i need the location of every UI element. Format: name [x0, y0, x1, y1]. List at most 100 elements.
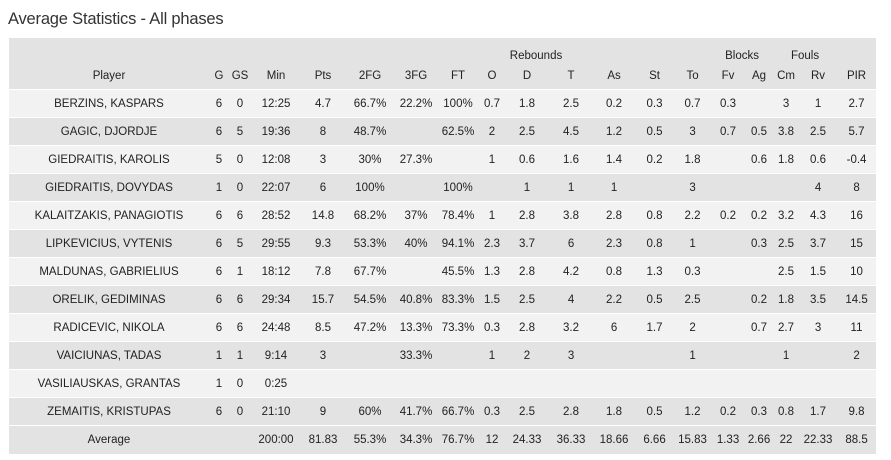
table-row: VASILIAUSKAS, GRANTAS 1 0 0:25: [9, 369, 877, 398]
stat-cell-ft: 83.3%: [437, 285, 479, 314]
stat-cell-min: 19:36: [251, 117, 301, 146]
stat-cell-t: 2.5: [549, 89, 594, 118]
stat-cell-as: 0.2: [593, 89, 636, 118]
stat-cell-rv: 2.5: [799, 117, 838, 146]
stat-cell-fv: 0.2: [711, 201, 746, 230]
stat-cell-to: 2.2: [674, 201, 712, 230]
column-header-ft[interactable]: FT: [437, 63, 479, 90]
column-header-fv[interactable]: Fv: [711, 63, 746, 90]
stat-cell-d: 3.7: [505, 229, 549, 258]
column-header-player[interactable]: Player: [9, 63, 209, 90]
player-name-cell[interactable]: KALAITZAKIS, PANAGIOTIS: [9, 201, 209, 230]
player-name-cell[interactable]: ZEMAITIS, KRISTUPAS: [9, 397, 209, 426]
stat-cell-d: 2.8: [505, 257, 549, 286]
column-header-3fg[interactable]: 3FG: [395, 63, 437, 90]
average-cell-ag: 2.66: [745, 425, 774, 454]
player-name-cell[interactable]: RADICEVIC, NIKOLA: [9, 313, 209, 342]
column-header-o[interactable]: O: [479, 63, 505, 90]
player-name-cell[interactable]: GIEDRAITIS, DOVYDAS: [9, 173, 209, 202]
stat-cell-2fg: 66.7%: [345, 89, 395, 118]
stat-cell-gs: 1: [229, 341, 251, 370]
stat-cell-g: 6: [209, 257, 229, 286]
stat-cell-t: [549, 369, 594, 398]
stat-cell-o: [479, 369, 505, 398]
column-header-as[interactable]: As: [593, 63, 636, 90]
stats-body: BERZINS, KASPARS 6 0 12:25 4.7 66.7% 22.2% 100%…: [9, 89, 877, 426]
average-cell-t: 36.33: [549, 425, 594, 454]
stat-cell-ft: [437, 145, 479, 174]
stat-cell-ag: 0.6: [745, 145, 774, 174]
column-header-pts[interactable]: Pts: [301, 63, 345, 90]
stat-cell-g: 6: [209, 285, 229, 314]
stat-cell-st: 1.3: [635, 257, 675, 286]
stat-cell-rv: [799, 369, 838, 398]
stat-cell-fv: 0.2: [711, 397, 746, 426]
column-header-min[interactable]: Min: [251, 63, 301, 90]
stat-cell-2fg: [345, 341, 395, 370]
stat-cell-ag: [745, 341, 774, 370]
stat-cell-fv: [711, 313, 746, 342]
column-header-d[interactable]: D: [505, 63, 549, 90]
stat-cell-cm: 0.8: [773, 397, 800, 426]
stat-cell-pts: 9.3: [301, 229, 345, 258]
stat-cell-ft: 73.3%: [437, 313, 479, 342]
stat-cell-3fg: 13.3%: [395, 313, 437, 342]
column-header-pir[interactable]: PIR: [837, 63, 877, 90]
player-name-cell[interactable]: MALDUNAS, GABRIELIUS: [9, 257, 209, 286]
column-header-gs[interactable]: GS: [229, 63, 251, 90]
average-cell-min: 200:00: [251, 425, 301, 454]
player-name-cell[interactable]: GAGIC, DJORDJE: [9, 117, 209, 146]
column-header-g[interactable]: G: [209, 63, 229, 90]
column-header-to[interactable]: To: [674, 63, 712, 90]
player-name-cell[interactable]: LIPKEVICIUS, VYTENIS: [9, 229, 209, 258]
average-cell-3fg: 34.3%: [395, 425, 437, 454]
column-header-ag[interactable]: Ag: [745, 63, 774, 90]
stat-cell-cm: [773, 369, 800, 398]
stat-cell-pir: 16: [837, 201, 877, 230]
stat-cell-ag: 0.3: [745, 229, 774, 258]
average-cell-ft: 76.7%: [437, 425, 479, 454]
player-name-cell[interactable]: ORELIK, GEDIMINAS: [9, 285, 209, 314]
stat-cell-o: 1: [479, 145, 505, 174]
column-header-row: Player G GS Min Pts 2FG 3FG FT O D T As St To Fv Ag Cm Rv…: [9, 63, 877, 90]
stat-cell-ag: 0.7: [745, 313, 774, 342]
stat-cell-rv: 4.3: [799, 201, 838, 230]
stat-cell-cm: 3.2: [773, 201, 800, 230]
table-row: GAGIC, DJORDJE 6 5 19:36 8 48.7% 62.5% 2 2.5 4.5 1…: [9, 117, 877, 146]
stat-cell-as: 1: [593, 173, 636, 202]
average-cell-cm: 22: [773, 425, 800, 454]
stat-cell-ag: 0.2: [745, 201, 774, 230]
player-name-cell[interactable]: BERZINS, KASPARS: [9, 89, 209, 118]
stat-cell-gs: 5: [229, 229, 251, 258]
column-header-cm[interactable]: Cm: [773, 63, 800, 90]
stat-cell-to: 2.5: [674, 285, 712, 314]
stat-cell-g: 6: [209, 397, 229, 426]
stat-cell-fv: [711, 229, 746, 258]
stat-cell-min: 9:14: [251, 341, 301, 370]
stat-cell-t: 1.6: [549, 145, 594, 174]
stat-cell-fv: [711, 145, 746, 174]
stat-cell-to: 2: [674, 313, 712, 342]
stat-cell-ft: 94.1%: [437, 229, 479, 258]
stat-cell-t: 3.8: [549, 201, 594, 230]
stat-cell-rv: 1.7: [799, 397, 838, 426]
player-name-cell[interactable]: GIEDRAITIS, KAROLIS: [9, 145, 209, 174]
stat-cell-as: [593, 369, 636, 398]
stat-cell-2fg: 67.7%: [345, 257, 395, 286]
header-group-spacer-3: [837, 38, 877, 63]
stat-cell-cm: 2.5: [773, 229, 800, 258]
stat-cell-3fg: 27.3%: [395, 145, 437, 174]
column-header-2fg[interactable]: 2FG: [345, 63, 395, 90]
column-header-t[interactable]: T: [549, 63, 594, 90]
table-row: MALDUNAS, GABRIELIUS 6 1 18:12 7.8 67.7% 45.5%…: [9, 257, 877, 286]
player-name-cell[interactable]: VASILIAUSKAS, GRANTAS: [9, 369, 209, 398]
stat-cell-min: 12:08: [251, 145, 301, 174]
table-row: GIEDRAITIS, DOVYDAS 1 0 22:07 6 100% 100% 1 1 1 3 4…: [9, 173, 877, 202]
table-row: ORELIK, GEDIMINAS 6 6 29:34 15.7 54.5% 40.8% 83…: [9, 285, 877, 314]
column-header-rv[interactable]: Rv: [799, 63, 838, 90]
stat-cell-d: 2.8: [505, 201, 549, 230]
stat-cell-pts: 15.7: [301, 285, 345, 314]
player-name-cell[interactable]: VAICIUNAS, TADAS: [9, 341, 209, 370]
header-group-fouls: Fouls: [773, 38, 838, 63]
column-header-st[interactable]: St: [635, 63, 675, 90]
